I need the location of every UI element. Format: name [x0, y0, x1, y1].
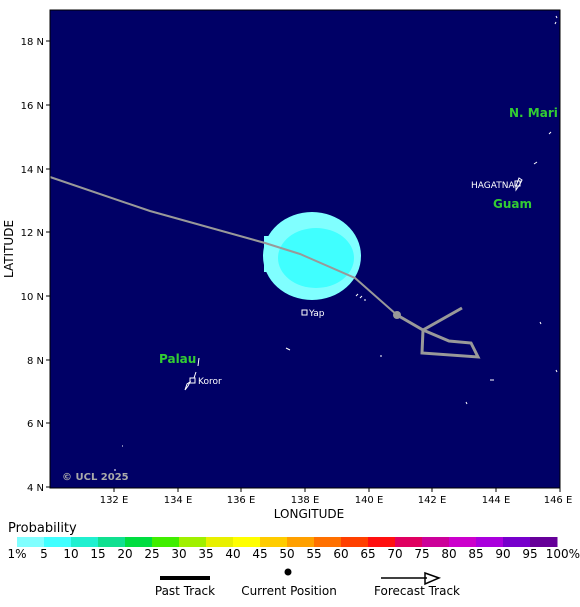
forecast-track-legend-arrow	[424, 571, 442, 586]
x-axis-title: LONGITUDE	[274, 507, 344, 521]
probability-swath	[263, 212, 361, 300]
current-position-marker	[393, 311, 401, 319]
yap-marker	[301, 309, 308, 316]
probability-label: 55	[306, 547, 321, 561]
lat-tick-label: 8 N	[27, 356, 44, 367]
probability-color-swatch	[71, 537, 99, 547]
y-axis-title: LATITUDE	[2, 220, 16, 278]
probability-color-swatch	[98, 537, 126, 547]
region-label-n-mariana: N. Mari	[509, 106, 558, 120]
probability-color-swatch	[260, 537, 288, 547]
latitude-tick-labels: 18 N 16 N 14 N 12 N 10 N 8 N 6 N 4 N	[21, 37, 44, 494]
probability-color-swatch	[341, 537, 369, 547]
probability-labels: 1% 5 10 15 20 25 30 35 40 45 50 55 60 65 70 75 80 85 90 95 1…	[7, 547, 580, 561]
lat-tick-label: 18 N	[21, 37, 44, 48]
forecast-track-branch-south	[420, 328, 481, 359]
probability-color-swatch	[314, 537, 342, 547]
lon-tick-label: 132 E	[100, 495, 129, 506]
probability-label: 75	[414, 547, 429, 561]
probability-label: 50	[279, 547, 294, 561]
swath-inner	[278, 228, 354, 288]
swath-outer-edge	[264, 236, 274, 272]
probability-label: 80	[441, 547, 456, 561]
lon-tick-label: 146 E	[544, 495, 573, 506]
probability-color-swatch	[503, 537, 531, 547]
copyright-notice: © UCL 2025	[62, 472, 129, 483]
place-label-hagatna: HAGATNA	[471, 181, 515, 191]
islands	[114, 15, 558, 471]
longitude-tick-labels: 132 E 134 E 136 E 138 E 140 E 142 E 144 …	[100, 495, 573, 506]
probability-color-swatch	[395, 537, 423, 547]
past-track-legend-label: Past Track	[155, 584, 215, 598]
probability-label: 5	[40, 547, 48, 561]
lat-tick-label: 6 N	[27, 419, 44, 430]
probability-label: 45	[252, 547, 267, 561]
probability-color-bar	[17, 537, 558, 547]
probability-color-swatch	[422, 537, 450, 547]
probability-color-swatch	[17, 537, 45, 547]
probability-label: 95	[522, 547, 537, 561]
probability-color-swatch	[449, 537, 477, 547]
current-position-legend-label: Current Position	[241, 584, 337, 598]
probability-label: 1%	[7, 547, 26, 561]
lat-tick-label: 14 N	[21, 165, 44, 176]
lat-tick-label: 12 N	[21, 228, 44, 239]
past-track-line	[49, 176, 398, 316]
probability-color-swatch	[233, 537, 261, 547]
probability-label: 30	[171, 547, 186, 561]
tick-marks	[46, 40, 561, 492]
forecast-track-legend-label: Forecast Track	[374, 584, 460, 598]
guam-island	[515, 177, 523, 192]
probability-label: 85	[468, 547, 483, 561]
region-label-palau: Palau	[159, 352, 196, 366]
probability-color-swatch	[206, 537, 234, 547]
hagatna-marker	[514, 180, 521, 187]
lon-tick-label: 138 E	[291, 495, 320, 506]
koror-marker	[189, 377, 196, 384]
lat-tick-label: 10 N	[21, 292, 44, 303]
probability-label: 90	[495, 547, 510, 561]
probability-label: 35	[198, 547, 213, 561]
probability-color-swatch	[287, 537, 315, 547]
lon-tick-label: 140 E	[355, 495, 384, 506]
probability-label: 10	[63, 547, 78, 561]
probability-label: 15	[90, 547, 105, 561]
probability-color-swatch	[476, 537, 504, 547]
lon-tick-label: 134 E	[164, 495, 193, 506]
probability-color-swatch	[179, 537, 207, 547]
lon-tick-label: 136 E	[227, 495, 256, 506]
place-label-koror: Koror	[198, 377, 222, 387]
probability-color-swatch	[44, 537, 72, 547]
region-label-guam: Guam	[493, 197, 532, 211]
current-position-legend-dot	[284, 568, 292, 576]
probability-label: 40	[225, 547, 240, 561]
probability-label: 65	[360, 547, 375, 561]
probability-color-swatch	[125, 537, 153, 547]
place-label-yap: Yap	[308, 309, 325, 319]
probability-label: 60	[333, 547, 348, 561]
small-islets	[114, 281, 558, 471]
lon-tick-label: 144 E	[482, 495, 511, 506]
probability-label: 25	[144, 547, 159, 561]
probability-label: 70	[387, 547, 402, 561]
mariana-islands	[533, 15, 558, 165]
lon-tick-label: 142 E	[418, 495, 447, 506]
legend-title: Probability	[8, 521, 77, 536]
probability-label: 20	[117, 547, 132, 561]
probability-color-swatch	[530, 537, 558, 547]
lat-tick-label: 4 N	[27, 483, 44, 494]
probability-color-swatch	[152, 537, 180, 547]
probability-label: 100%	[546, 547, 580, 561]
lat-tick-label: 16 N	[21, 101, 44, 112]
probability-color-swatch	[368, 537, 396, 547]
